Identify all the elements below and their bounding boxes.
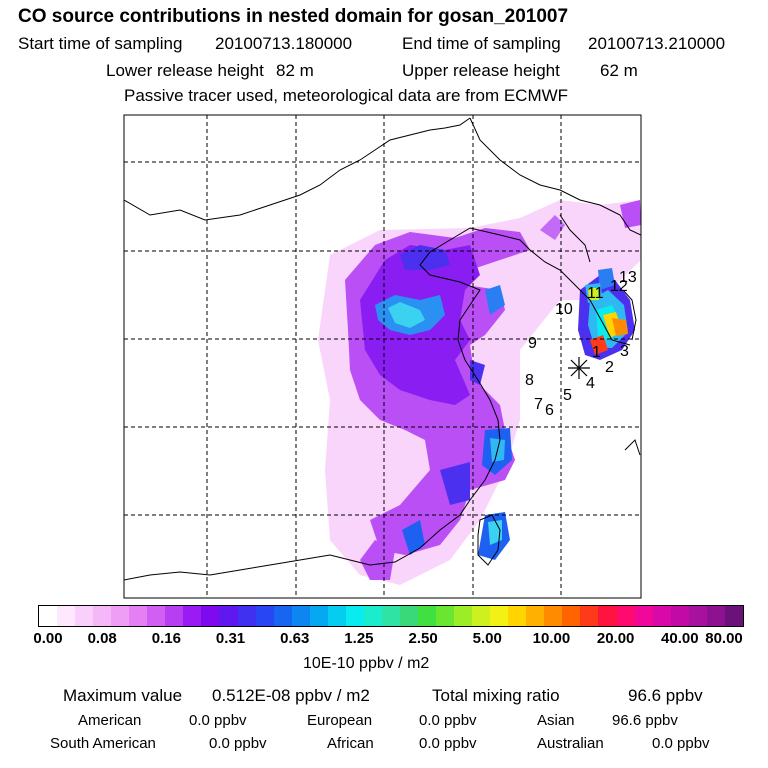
release-label-11: 11 [587, 285, 604, 302]
colorbar-swatch [237, 606, 256, 626]
release-label-13: 13 [619, 269, 637, 286]
release-label-1: 1 [592, 344, 601, 361]
release-label-6: 6 [545, 402, 554, 419]
upper-height-value: 62 m [600, 61, 638, 80]
region-name: African [327, 735, 374, 752]
colorbar-swatch [490, 606, 509, 626]
colorbar-tick-label: 10.00 [532, 630, 571, 647]
total-mixing-value: 96.6 ppbv [628, 686, 703, 705]
colorbar-swatch [634, 606, 653, 626]
colorbar-tick-label: 5.00 [472, 630, 502, 647]
colorbar-swatch [508, 606, 527, 626]
colorbar-swatch [255, 606, 274, 626]
max-value: 0.512E-08 ppbv / m2 [212, 686, 370, 705]
colorbar-swatch [436, 606, 455, 626]
colorbar-swatch [165, 606, 184, 626]
colorbar-swatch [309, 606, 328, 626]
colorbar-tick-label: 40.00 [661, 630, 699, 647]
colorbar-swatch [616, 606, 635, 626]
colorbar-tick-label: 2.50 [408, 630, 438, 647]
colorbar-swatch [201, 606, 220, 626]
region-name: European [307, 712, 373, 729]
colorbar-swatch [688, 606, 707, 626]
map-panel: 1 2 3 4 5 6 7 8 9 10 11 12 13 [123, 114, 642, 599]
release-label-3: 3 [620, 343, 629, 360]
colorbar-swatch [291, 606, 310, 626]
colorbar-swatch [472, 606, 491, 626]
colorbar-swatch [39, 606, 58, 626]
region-value: 0.0 ppbv [652, 735, 710, 752]
colorbar-swatch [381, 606, 400, 626]
colorbar-swatch [219, 606, 238, 626]
colorbar-swatch [93, 606, 112, 626]
colorbar-tick-label: 0.16 [151, 630, 181, 647]
concentration-field [124, 115, 641, 598]
start-time-label: Start time of sampling [18, 34, 183, 53]
end-time-value: 20100713.210000 [588, 34, 726, 53]
colorbar-swatch [652, 606, 671, 626]
colorbar-tick-label: 1.25 [344, 630, 374, 647]
release-label-8: 8 [525, 372, 534, 389]
colorbar-swatch [129, 606, 148, 626]
lat-lon-grid [124, 115, 641, 598]
colorbar-swatch [580, 606, 599, 626]
region-name: Australian [537, 735, 604, 752]
release-label-7: 7 [534, 396, 543, 413]
region-value: 96.6 ppbv [612, 712, 678, 729]
colorbar-swatch [363, 606, 382, 626]
colorbar-swatch [147, 606, 166, 626]
colorbar-swatch [724, 606, 743, 626]
region-value: 0.0 ppbv [209, 735, 267, 752]
region-value: 0.0 ppbv [189, 712, 247, 729]
colorbar [38, 605, 744, 627]
region-name: South American [50, 735, 156, 752]
colorbar-swatch [327, 606, 346, 626]
colorbar-tick-label: 20.00 [596, 630, 635, 647]
plot-title: CO source contributions in nested domain… [18, 6, 569, 27]
colorbar-swatch [544, 606, 563, 626]
total-mixing-label: Total mixing ratio [432, 686, 560, 705]
colorbar-swatch [706, 606, 725, 626]
release-label-12: 12 [610, 278, 628, 295]
release-label-9: 9 [528, 335, 537, 352]
colorbar-swatch [57, 606, 76, 626]
release-label-4: 4 [586, 375, 595, 392]
colorbar-swatch [399, 606, 418, 626]
lower-height-label: Lower release height [106, 61, 264, 80]
colorbar-swatch [526, 606, 545, 626]
region-value: 0.0 ppbv [419, 735, 477, 752]
colorbar-swatch [111, 606, 130, 626]
colorbar-swatch [454, 606, 473, 626]
colorbar-swatch [598, 606, 617, 626]
colorbar-unit: 10E-10 ppbv / m2 [303, 655, 430, 672]
map-frame [123, 114, 642, 599]
start-time-value: 20100713.180000 [215, 34, 353, 53]
colorbar-tick-label: 0.00 [33, 630, 63, 647]
release-label-2: 2 [605, 359, 614, 376]
colorbar-swatch [562, 606, 581, 626]
coastline [124, 117, 641, 581]
colorbar-swatch [345, 606, 364, 626]
colorbar-tick-label: 0.08 [87, 630, 117, 647]
colorbar-tick-label: 0.31 [215, 630, 246, 647]
colorbar-swatch [75, 606, 94, 626]
colorbar-swatch [670, 606, 689, 626]
max-value-label: Maximum value [63, 686, 183, 705]
colorbar-tick-label: 80.00 [705, 630, 743, 647]
colorbar-swatch [273, 606, 292, 626]
lower-height-value: 82 m [276, 61, 314, 80]
region-name: Asian [537, 712, 575, 729]
colorbar-swatch [417, 606, 437, 626]
upper-height-label: Upper release height [402, 61, 560, 80]
release-label-5: 5 [563, 387, 572, 404]
colorbar-tick-label: 0.63 [280, 630, 310, 647]
region-name: American [78, 712, 142, 729]
colorbar-swatch [183, 606, 202, 626]
asterisk-icon [568, 357, 590, 379]
region-value: 0.0 ppbv [419, 712, 477, 729]
release-label-10: 10 [555, 301, 573, 318]
data-source-note: Passive tracer used, meteorological data… [124, 86, 569, 105]
end-time-label: End time of sampling [402, 34, 561, 53]
